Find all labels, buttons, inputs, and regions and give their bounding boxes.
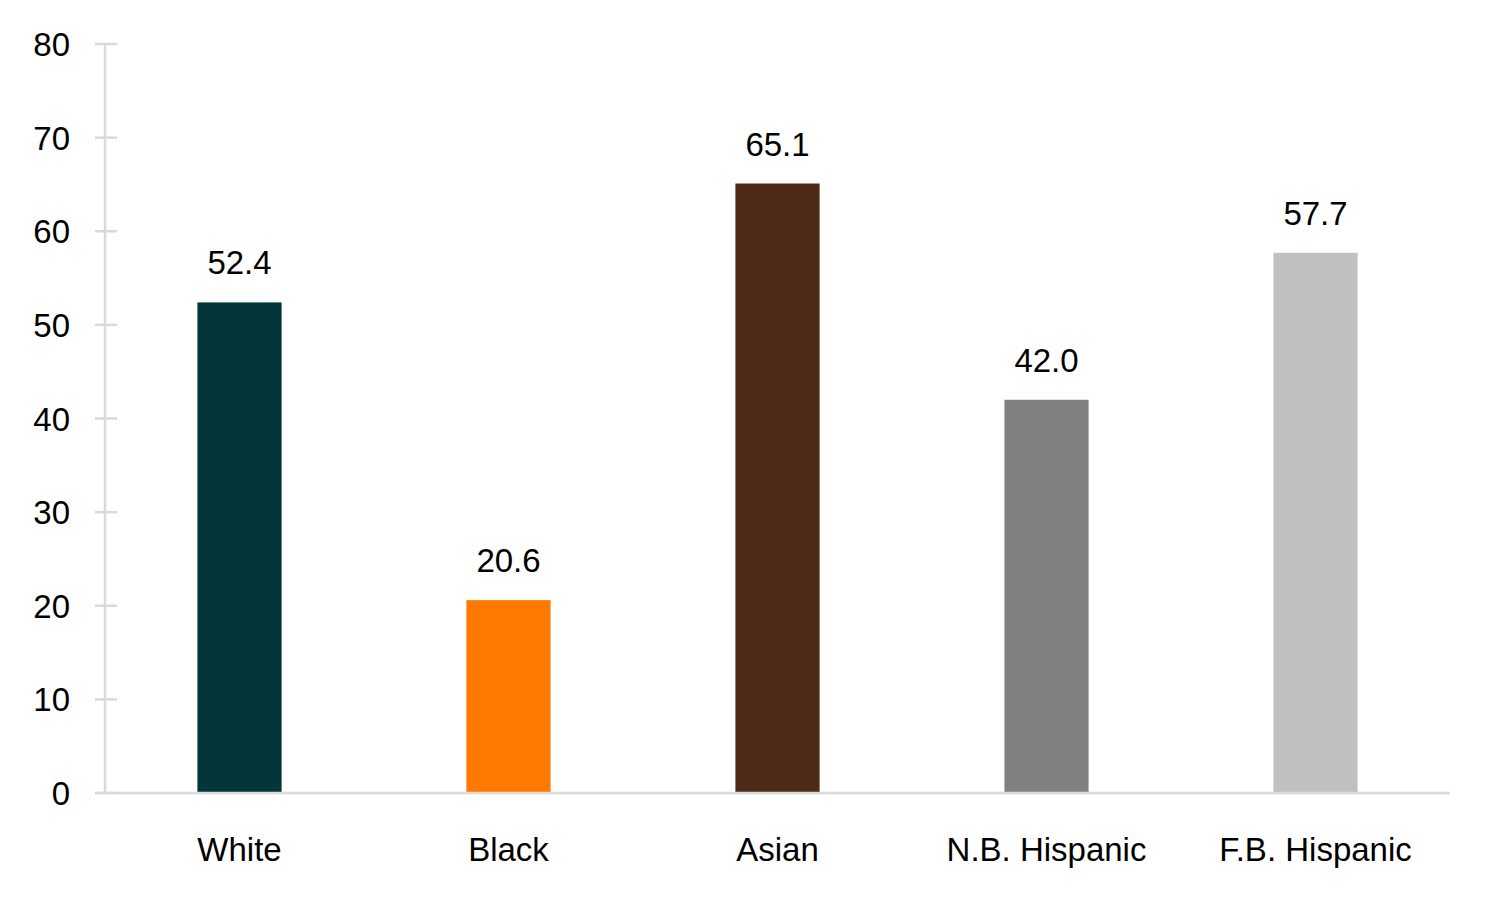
x-tick-label: Black: [468, 831, 549, 868]
x-axis-line: [95, 792, 1450, 795]
y-tick: [95, 43, 117, 46]
bars: [197, 184, 1357, 793]
y-tick-label: 10: [33, 681, 70, 718]
y-tick: [95, 698, 117, 701]
x-tick-label: White: [197, 831, 281, 868]
data-label: 52.4: [207, 244, 271, 281]
chart-container: 0 10 20 30 40 50 60 70 80 52.4 20.6 65.1 42.0 57.7 Whi…: [0, 0, 1497, 897]
y-tick: [95, 605, 117, 608]
y-tick-label: 0: [52, 775, 70, 812]
y-tick-label: 50: [33, 307, 70, 344]
x-tick-label: N.B. Hispanic: [947, 831, 1147, 868]
y-tick-label: 40: [33, 401, 70, 438]
bar: [197, 302, 281, 793]
bar: [1004, 400, 1088, 793]
bar: [1273, 253, 1357, 793]
x-tick-label: F.B. Hispanic: [1219, 831, 1412, 868]
y-tick-label: 30: [33, 494, 70, 531]
y-tick: [95, 417, 117, 420]
chart-svg: 0 10 20 30 40 50 60 70 80 52.4 20.6 65.1 42.0 57.7 Whi…: [0, 0, 1497, 897]
y-tick: [95, 230, 117, 233]
x-tick-label: Asian: [736, 831, 819, 868]
y-tick: [95, 324, 117, 327]
y-tick-label: 60: [33, 213, 70, 250]
data-label: 57.7: [1283, 195, 1347, 232]
y-tick-label: 20: [33, 588, 70, 625]
y-tick-label: 70: [33, 120, 70, 157]
bar: [735, 184, 819, 793]
bar: [466, 600, 550, 793]
y-tick: [95, 136, 117, 139]
data-label: 42.0: [1014, 342, 1078, 379]
data-label: 20.6: [476, 542, 540, 579]
y-tick: [95, 511, 117, 514]
y-tick-label: 80: [33, 26, 70, 63]
data-label: 65.1: [745, 126, 809, 163]
